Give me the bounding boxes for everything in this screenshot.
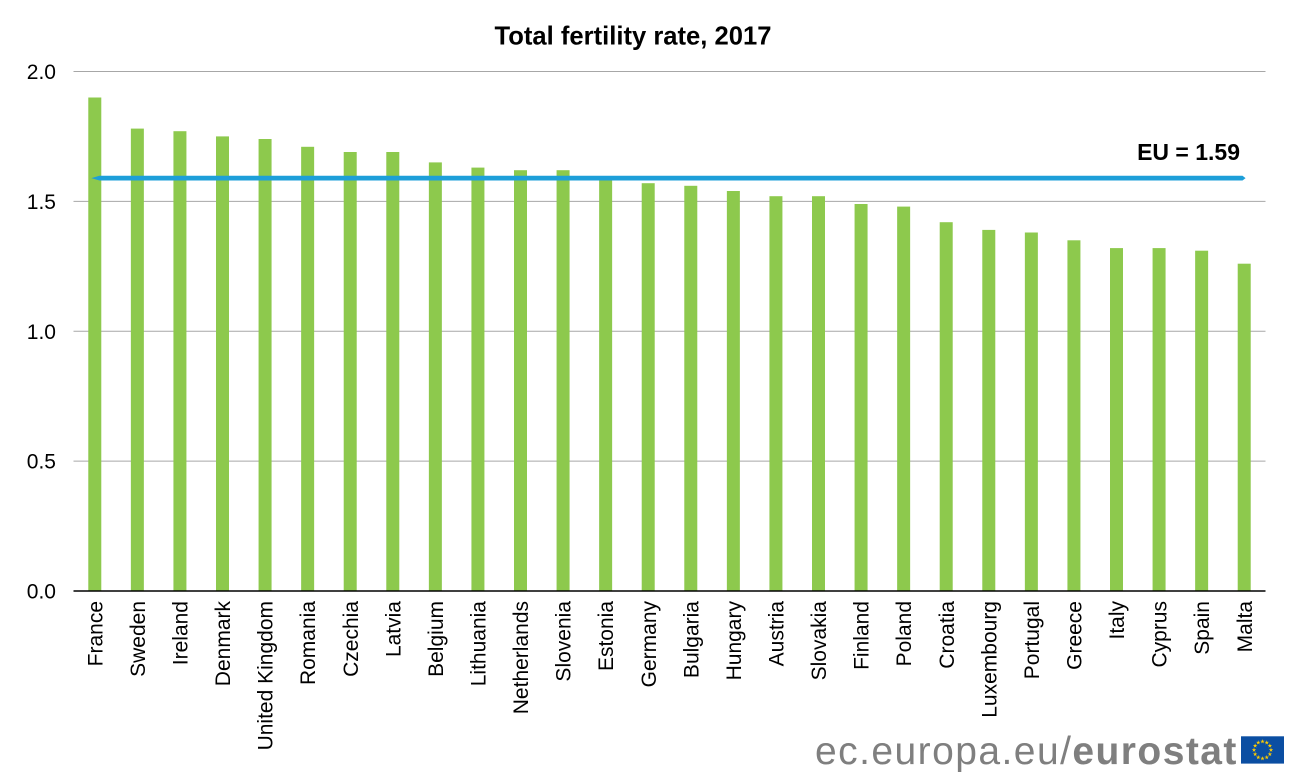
svg-text:Germany: Germany [638, 601, 661, 688]
svg-text:Netherlands: Netherlands [510, 601, 533, 714]
svg-text:Estonia: Estonia [595, 601, 618, 671]
svg-text:Czechia: Czechia [340, 601, 363, 677]
svg-text:1.5: 1.5 [27, 191, 56, 214]
svg-text:Poland: Poland [893, 601, 916, 666]
svg-text:Slovakia: Slovakia [808, 601, 831, 681]
svg-text:Lithuania: Lithuania [468, 601, 491, 687]
svg-text:Denmark: Denmark [212, 601, 235, 687]
svg-text:0.0: 0.0 [27, 581, 56, 604]
svg-text:2.0: 2.0 [27, 61, 56, 84]
svg-text:Italy: Italy [1106, 601, 1129, 640]
svg-text:Romania: Romania [297, 601, 320, 685]
svg-text:1.0: 1.0 [27, 321, 56, 344]
svg-text:Total fertility rate, 2017: Total fertility rate, 2017 [495, 23, 772, 51]
svg-text:Ireland: Ireland [170, 601, 193, 665]
svg-text:Hungary: Hungary [723, 601, 746, 681]
svg-text:United Kingdom: United Kingdom [255, 601, 278, 750]
svg-text:Luxembourg: Luxembourg [978, 601, 1001, 718]
svg-text:Bulgaria: Bulgaria [680, 601, 703, 678]
svg-text:Croatia: Croatia [936, 601, 959, 669]
svg-text:Portugal: Portugal [1021, 601, 1044, 679]
svg-text:Latvia: Latvia [382, 601, 405, 657]
svg-text:EU = 1.59: EU = 1.59 [1137, 139, 1240, 165]
svg-text:Slovenia: Slovenia [553, 601, 576, 682]
svg-text:Greece: Greece [1064, 601, 1087, 670]
svg-text:Sweden: Sweden [127, 601, 150, 677]
svg-text:Malta: Malta [1234, 601, 1257, 653]
svg-text:Finland: Finland [851, 601, 874, 670]
svg-text:Austria: Austria [766, 601, 789, 667]
svg-text:Spain: Spain [1191, 601, 1214, 655]
svg-text:ec.europa.eu/eurostat: ec.europa.eu/eurostat [815, 730, 1238, 773]
svg-text:Cyprus: Cyprus [1149, 601, 1172, 668]
svg-text:0.5: 0.5 [27, 451, 56, 474]
svg-text:Belgium: Belgium [425, 601, 448, 677]
svg-text:France: France [84, 601, 107, 666]
